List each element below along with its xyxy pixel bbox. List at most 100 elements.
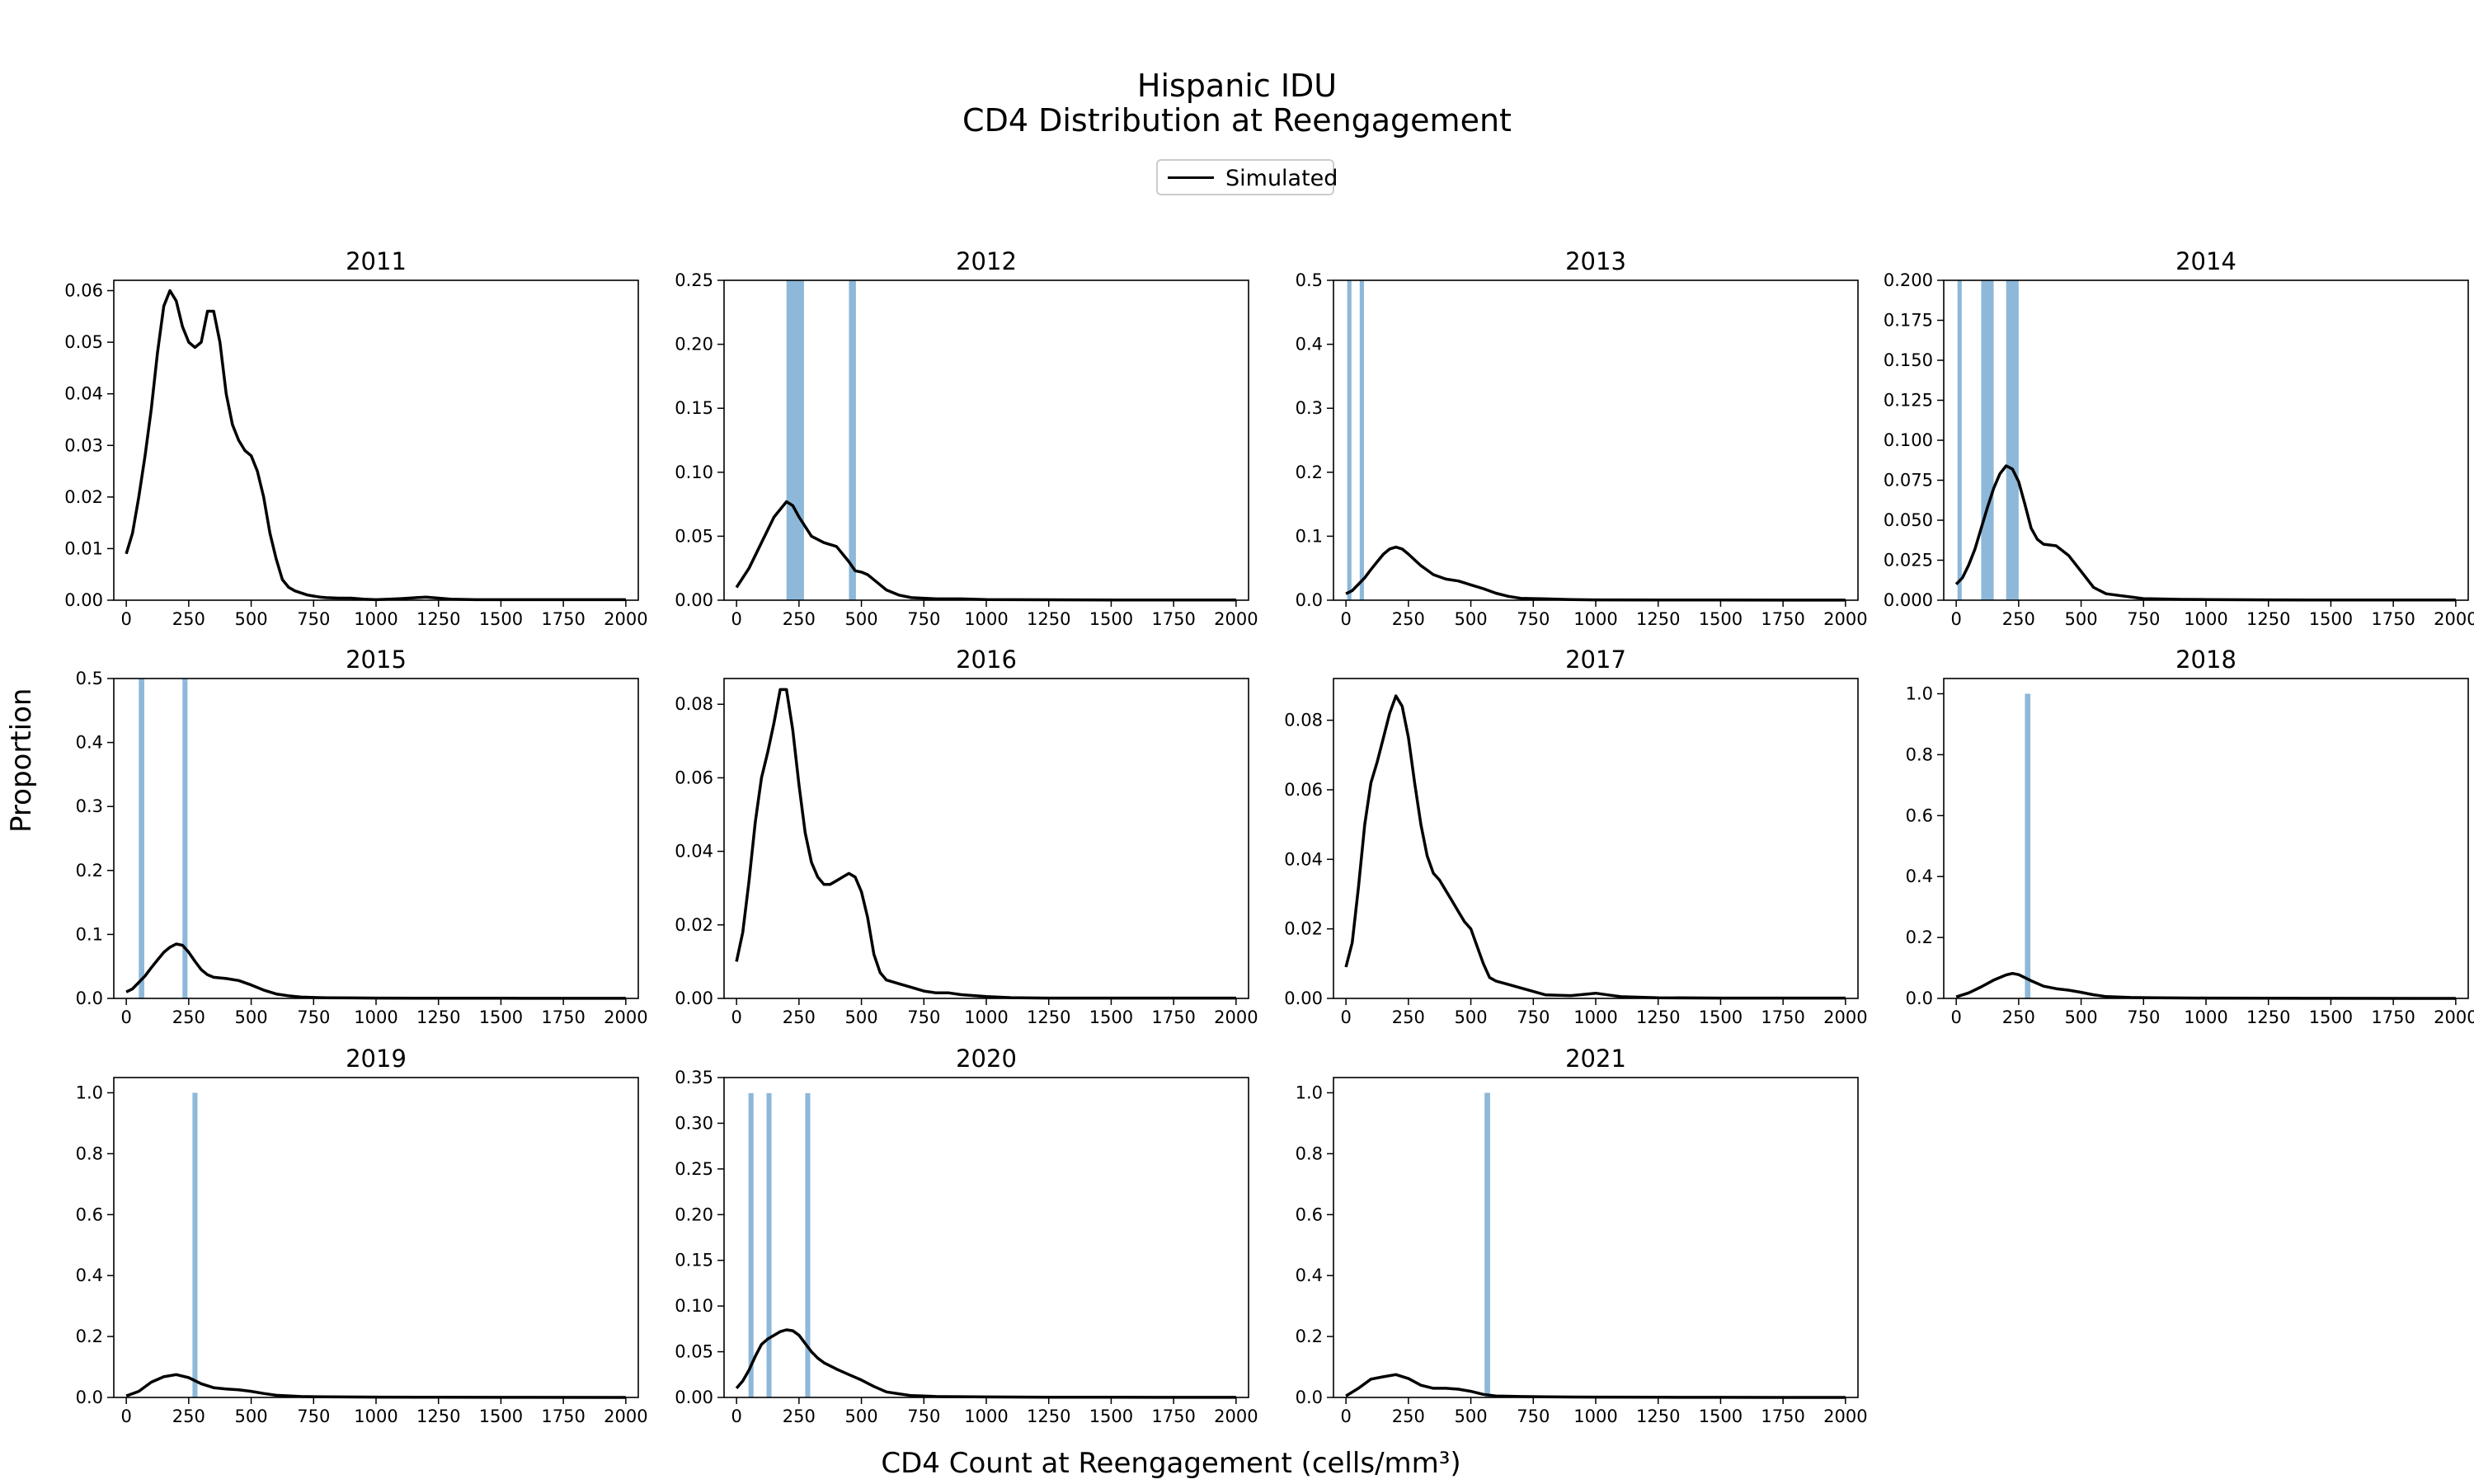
simulated-line [735,500,1236,602]
subplot-title: 2016 [956,646,1017,674]
y-tick-label: 0.02 [1284,919,1323,939]
y-tick-label: 0.000 [1884,590,1933,610]
x-tick-label: 1000 [964,1007,1008,1027]
y-tick-label: 0.08 [675,694,713,714]
simulated-line [1954,464,2456,602]
x-tick-label: 1250 [1027,609,1070,629]
y-tick-label: 1.0 [76,1082,103,1102]
x-tick-label: 1500 [1699,1407,1743,1426]
x-tick-label: 500 [235,1407,268,1426]
y-tick-label: 0.4 [1296,1266,1323,1285]
simulated-line [1344,694,1846,1000]
simulated-line [735,688,1236,1000]
x-tick-label: 1000 [354,1007,397,1027]
x-tick-label: 1250 [416,1007,460,1027]
x-tick-label: 2000 [2434,1007,2474,1027]
x-tick-label: 1750 [1151,609,1195,629]
x-tick-label: 500 [2065,609,2098,629]
simulated-line [125,289,626,602]
y-tick-label: 0.1 [1296,526,1323,546]
observed-bar [786,280,804,600]
x-tick-label: 500 [1455,1007,1488,1027]
x-tick-label: 1250 [1636,1007,1680,1027]
x-tick-label: 1750 [541,609,585,629]
x-tick-label: 1000 [964,609,1008,629]
observed-bar [748,1092,754,1397]
x-tick-label: 2000 [1823,1407,1867,1426]
plot-frame [1333,1077,1859,1398]
y-tick-label: 0.0 [76,1388,103,1407]
x-tick-label: 1750 [1761,609,1804,629]
subplot-title: 2021 [1565,1045,1626,1073]
y-tick-label: 0.00 [1284,989,1323,1008]
y-tick-label: 0.25 [675,1159,713,1179]
x-tick-label: 500 [235,609,268,629]
y-tick-label: 0.00 [64,590,103,610]
observed-bar [1484,1092,1490,1397]
chart-title-line2: CD4 Distribution at Reengagement [962,102,1512,139]
x-tick-label: 1250 [416,609,460,629]
legend-label: Simulated [1225,166,1338,191]
observed-bar [182,679,188,998]
x-tick-label: 1750 [1151,1407,1195,1426]
subplot-title: 2014 [2175,247,2236,275]
x-tick-label: 750 [907,1007,940,1027]
x-tick-label: 1250 [2246,609,2290,629]
plot-frame [113,279,639,601]
plot-frame [1943,279,2469,601]
y-tick-label: 0.06 [1284,780,1323,800]
x-tick-label: 2000 [2434,609,2474,629]
x-tick-label: 750 [1517,1007,1550,1027]
y-tick-label: 0.2 [76,1327,103,1346]
x-tick-label: 750 [297,1407,330,1426]
y-tick-label: 0.0 [1906,989,1933,1008]
y-tick-label: 0.00 [675,590,713,610]
x-tick-label: 1750 [1761,1407,1804,1426]
y-tick-label: 0.35 [675,1068,713,1087]
y-tick-label: 0.200 [1884,270,1933,290]
x-tick-label: 2000 [604,1007,647,1027]
simulated-line [1955,971,2456,1000]
x-tick-label: 1750 [2371,609,2415,629]
x-tick-label: 2000 [1823,609,1867,629]
subplot-title: 2012 [956,247,1017,275]
x-tick-label: 1750 [1761,1007,1804,1027]
y-tick-label: 0.050 [1884,510,1933,530]
x-tick-label: 750 [907,609,940,629]
x-tick-label: 1000 [964,1407,1008,1426]
y-tick-label: 0.20 [675,335,713,355]
simulated-line [1345,1373,1846,1399]
y-tick-label: 0.8 [1296,1144,1323,1163]
y-tick-label: 0.2 [1296,1327,1323,1346]
y-tick-label: 0.075 [1884,471,1933,491]
x-tick-label: 250 [783,1007,816,1027]
observed-bar [805,1092,811,1397]
simulated-line [1345,545,1846,602]
plot-frame [1333,279,1859,601]
simulated-line [125,1373,626,1399]
y-tick-label: 0.1 [76,924,103,944]
y-tick-label: 0.04 [64,384,103,404]
y-tick-label: 0.30 [675,1113,713,1133]
subplot-title: 2017 [1565,646,1626,674]
y-tick-label: 0.2 [1296,463,1323,482]
x-tick-label: 1750 [541,1407,585,1426]
observed-bar [1957,280,1962,600]
subplot-title: 2019 [346,1045,407,1073]
x-tick-label: 250 [1392,609,1425,629]
y-tick-label: 0.6 [76,1205,103,1224]
x-tick-label: 1250 [1636,1407,1680,1426]
y-tick-label: 0.4 [76,733,103,753]
x-tick-label: 250 [2002,609,2035,629]
y-tick-label: 0.8 [1906,744,1933,764]
y-tick-label: 0.08 [1284,711,1323,730]
y-tick-label: 0.175 [1884,311,1933,331]
x-tick-label: 0 [1950,609,1961,629]
x-tick-label: 750 [907,1407,940,1426]
y-tick-label: 0.05 [675,1342,713,1362]
y-tick-label: 0.10 [675,1296,713,1316]
subplot-title: 2015 [346,646,407,674]
x-tick-label: 250 [2002,1007,2035,1027]
y-tick-label: 0.06 [64,281,103,301]
